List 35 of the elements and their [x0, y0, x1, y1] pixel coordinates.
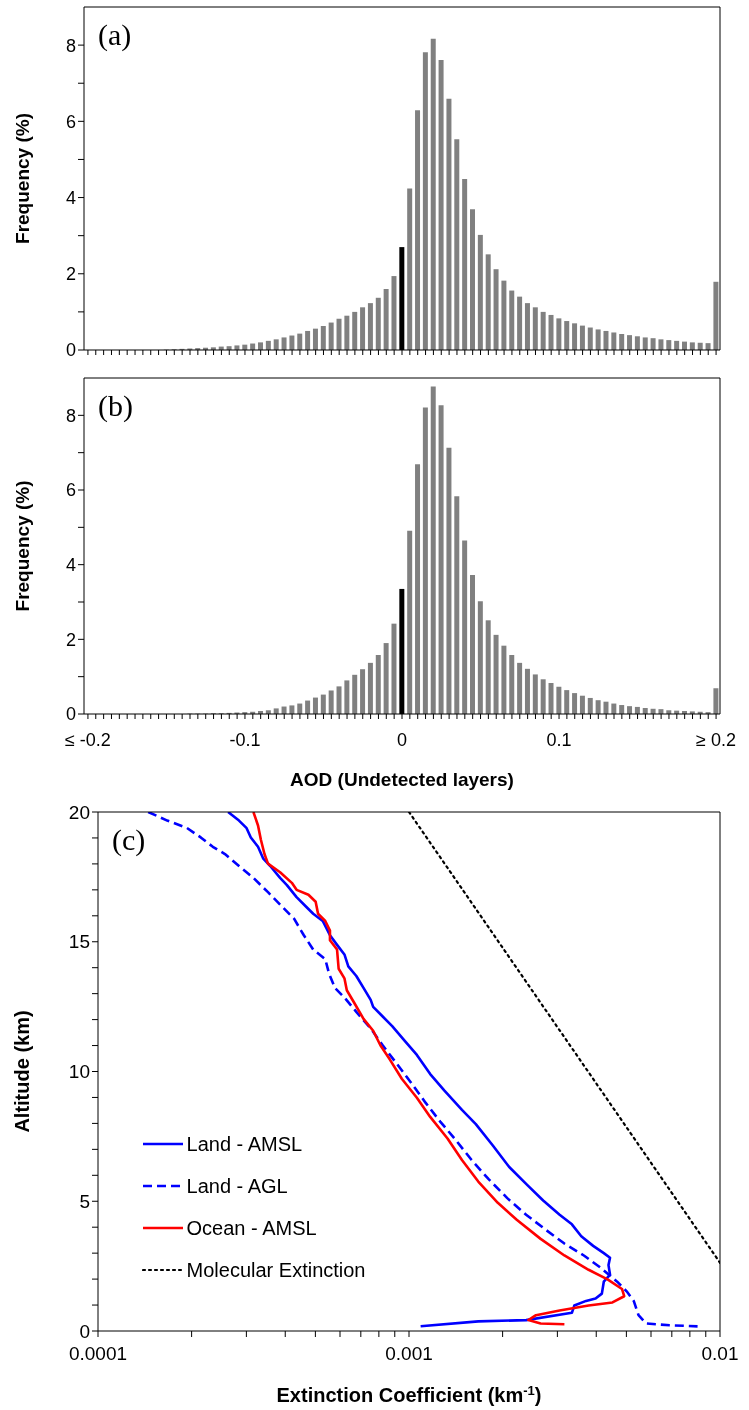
y-axis-title: Altitude (km): [11, 1010, 33, 1133]
x-axis-title: Extinction Coefficient (km$^{-1}$): [276, 1382, 542, 1406]
x-tick-label: 0.001: [385, 1343, 433, 1365]
x-tick-label: 0.0001: [68, 1343, 128, 1365]
legend-label: Molecular Extinction: [186, 1258, 366, 1282]
y-tick-label: 0: [79, 1320, 90, 1342]
y-tick-label: 8: [65, 405, 76, 426]
legend-label: Land - AGL: [186, 1174, 288, 1198]
y-tick-label: 20: [68, 801, 90, 823]
y-tick-label: 5: [79, 1190, 90, 1212]
legend-label: Ocean - AMSL: [186, 1216, 317, 1240]
y-tick-label: 2: [65, 264, 76, 285]
x-tick-label: -0.1: [229, 729, 261, 750]
x-tick-label: 0.1: [546, 729, 572, 750]
legend-label: Land - AMSL: [186, 1132, 303, 1156]
y-tick-label: 6: [65, 111, 76, 132]
y-tick-label: 10: [68, 1061, 90, 1083]
y-tick-label: 0: [65, 704, 76, 725]
x-axis-title: AOD (Undetected layers): [290, 769, 514, 790]
y-tick-label: 15: [68, 931, 90, 953]
y-tick-label: 4: [65, 555, 76, 576]
annotation: (b): [98, 389, 133, 423]
y-axis-title: Frequency (%): [11, 113, 33, 244]
y-tick-label: 6: [65, 480, 76, 501]
y-tick-label: 0: [65, 340, 76, 361]
y-tick-label: 8: [65, 35, 76, 56]
x-tick-label: ≤ -0.2: [64, 729, 111, 750]
x-tick-label: 0: [396, 729, 408, 750]
x-tick-label: 0.01: [701, 1343, 739, 1365]
x-tick-label: ≥ 0.2: [696, 729, 737, 750]
y-axis-title: Frequency (%): [11, 480, 33, 612]
y-tick-label: 4: [65, 187, 76, 208]
y-tick-label: 2: [65, 629, 76, 650]
annotation: (c): [112, 823, 146, 857]
annotation: (a): [98, 18, 132, 52]
